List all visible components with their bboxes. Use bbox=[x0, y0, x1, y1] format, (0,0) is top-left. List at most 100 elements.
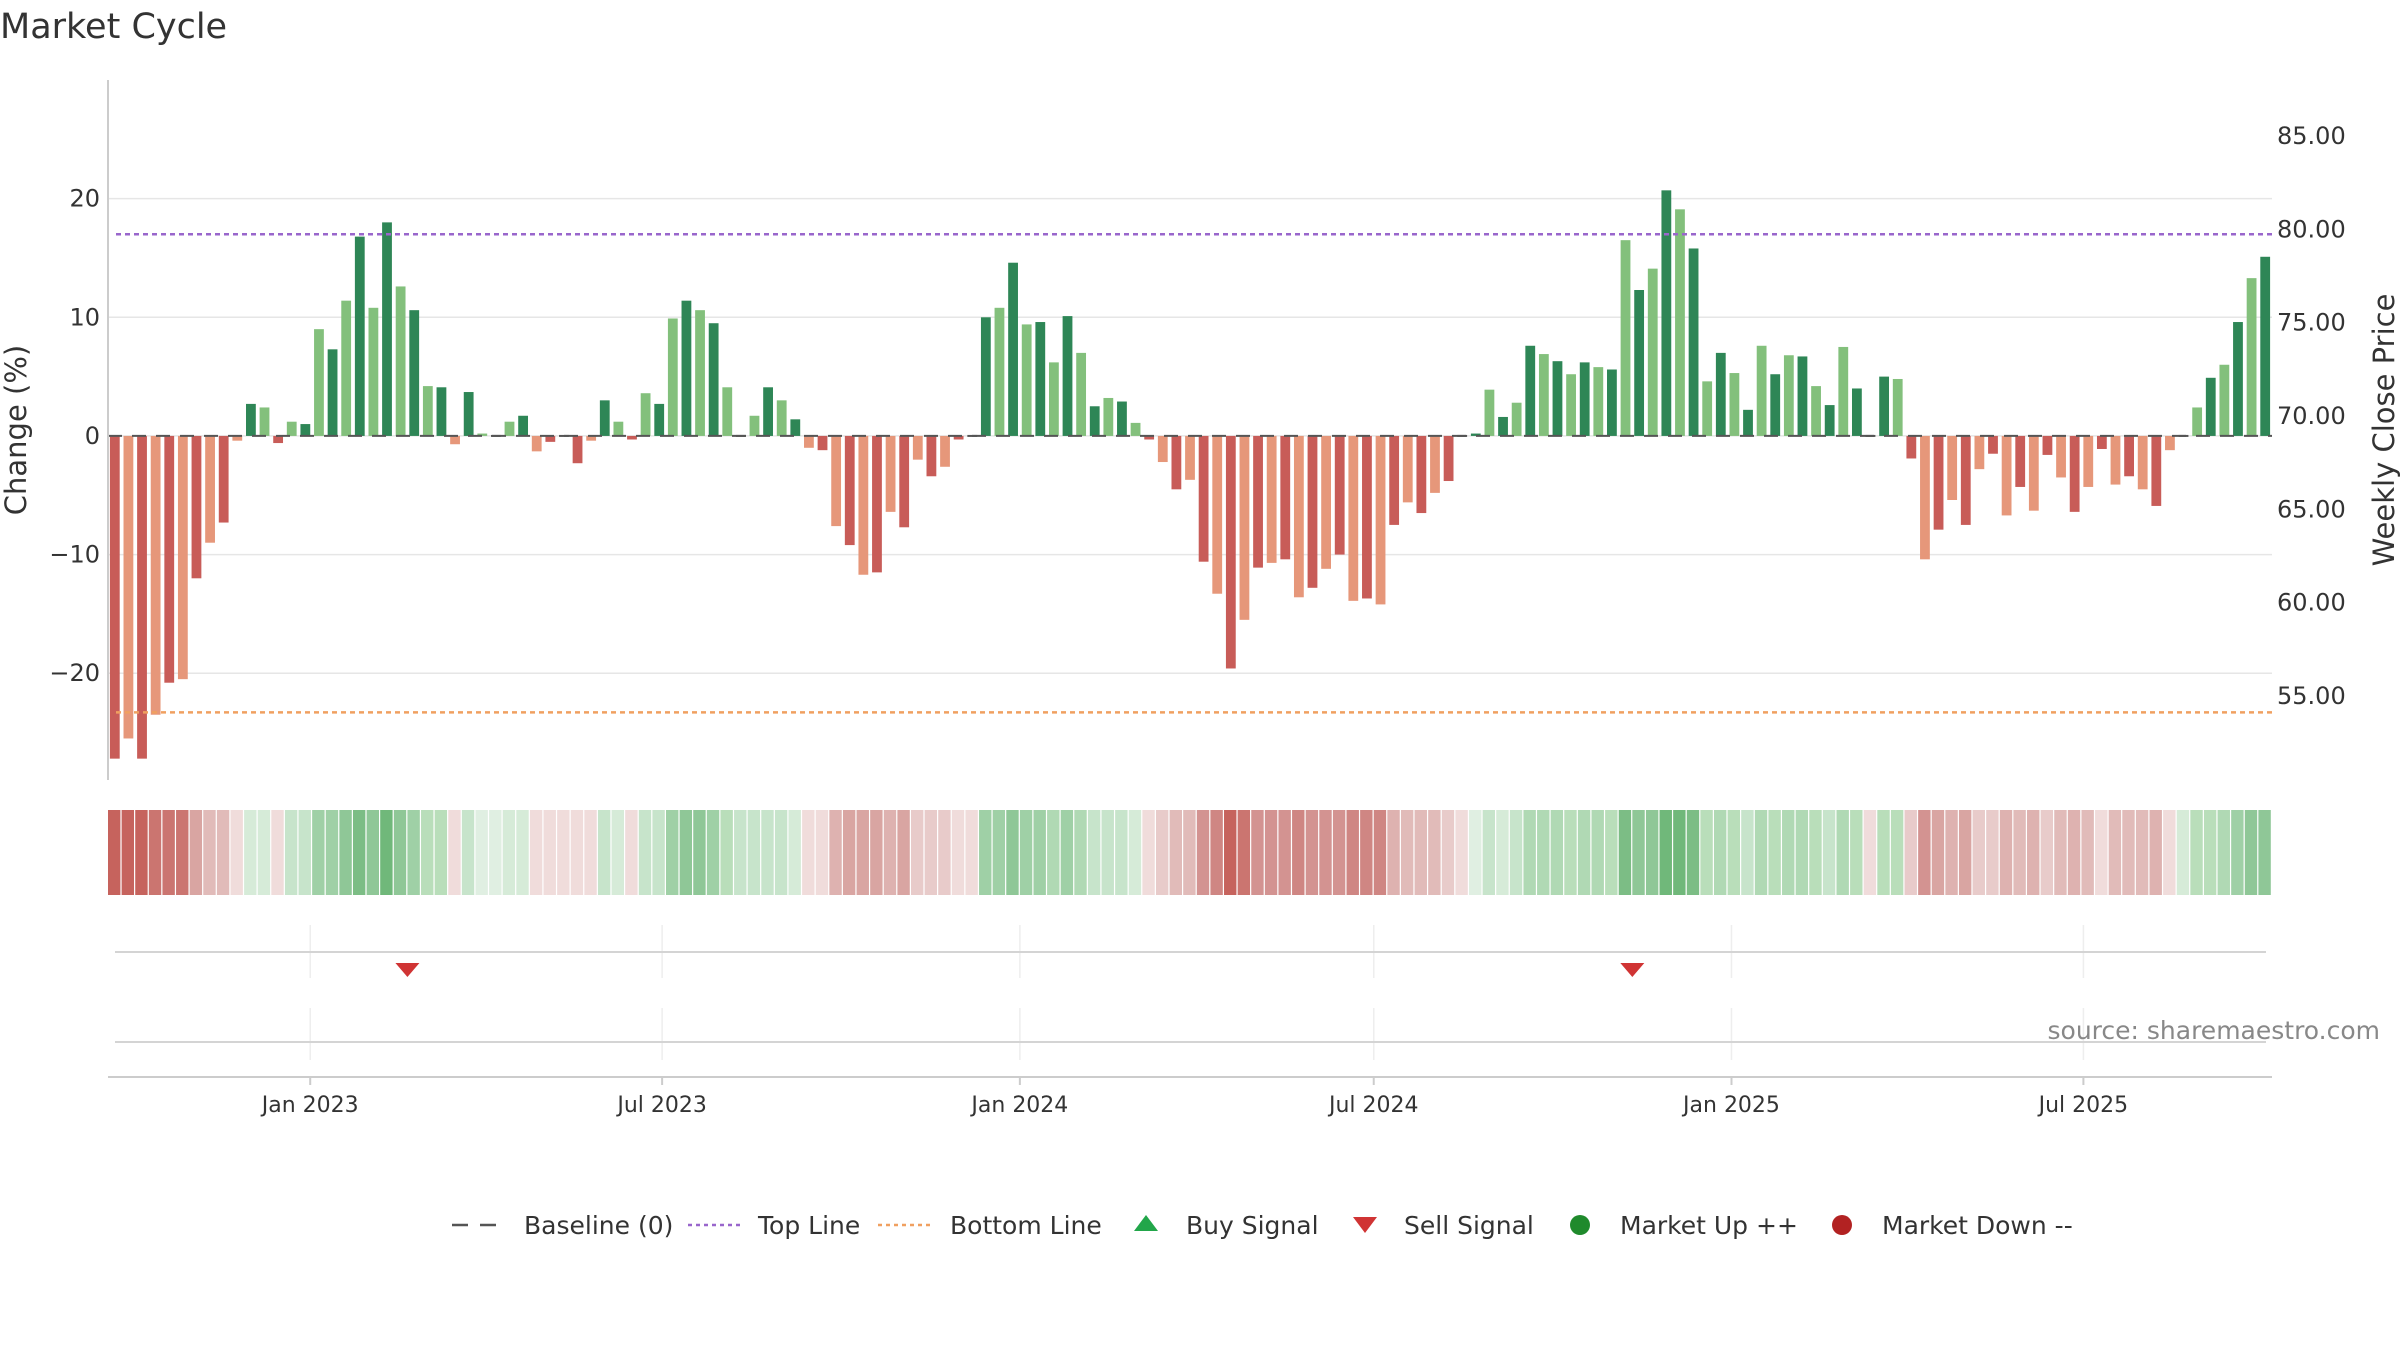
heatmap-cell bbox=[856, 810, 869, 895]
bar bbox=[613, 421, 624, 436]
bar bbox=[1511, 402, 1522, 436]
heatmap-cell bbox=[1292, 810, 1305, 895]
heatmap-cell bbox=[638, 810, 652, 895]
bar bbox=[1756, 345, 1767, 436]
heatmap-cell bbox=[2095, 810, 2108, 895]
bar bbox=[722, 387, 733, 436]
left-tick-label: −10 bbox=[49, 541, 100, 569]
legend-item-down: Market Down -- bbox=[1832, 1211, 2073, 1240]
heatmap-cell bbox=[720, 810, 733, 895]
bar bbox=[2083, 435, 2094, 487]
bar bbox=[2110, 435, 2121, 485]
heatmap-cell bbox=[1346, 810, 1359, 895]
bar bbox=[1892, 378, 1903, 436]
red-down-triangle-icon bbox=[1353, 1217, 1377, 1233]
heatmap-cell bbox=[421, 810, 434, 895]
heatmap-cell bbox=[2244, 810, 2258, 895]
heatmap-cell bbox=[788, 810, 801, 895]
left-axis-title: Change (%) bbox=[0, 345, 33, 515]
legend-label: Buy Signal bbox=[1186, 1211, 1319, 1240]
bar bbox=[518, 415, 529, 436]
bar bbox=[1538, 354, 1549, 436]
heatmap-cell bbox=[1958, 810, 1972, 895]
heatmap-cell bbox=[1033, 810, 1046, 895]
heatmap-cell bbox=[1469, 810, 1482, 895]
bar bbox=[109, 435, 120, 759]
heatmap-cell bbox=[1360, 810, 1373, 895]
heatmap-cell bbox=[747, 810, 761, 895]
legend-label: Sell Signal bbox=[1404, 1211, 1534, 1240]
heatmap-cell bbox=[2040, 810, 2054, 895]
heatmap-cell bbox=[1006, 810, 1019, 895]
heatmap-cell bbox=[951, 810, 965, 895]
heatmap-cell bbox=[1496, 810, 1509, 895]
bar bbox=[1824, 405, 1835, 436]
bar bbox=[2165, 435, 2175, 451]
bar bbox=[477, 433, 488, 436]
bar bbox=[790, 419, 801, 436]
bar bbox=[872, 435, 882, 573]
bar bbox=[885, 435, 896, 512]
bar bbox=[749, 415, 760, 436]
bar bbox=[1879, 376, 1890, 436]
heatmap-cell bbox=[1155, 810, 1169, 895]
bar bbox=[926, 435, 937, 477]
heatmap-cell bbox=[584, 810, 597, 895]
heatmap-cell bbox=[1795, 810, 1809, 895]
bar bbox=[627, 435, 637, 440]
bar bbox=[1974, 435, 1985, 470]
bar bbox=[994, 307, 1005, 436]
bar bbox=[205, 435, 215, 543]
legend-item-sell: Sell Signal bbox=[1353, 1211, 1534, 1240]
heatmap-cell bbox=[1019, 810, 1033, 895]
heatmap-cell bbox=[1400, 810, 1414, 895]
heatmap-cell bbox=[434, 810, 448, 895]
x-tick-label: Jul 2024 bbox=[1327, 1093, 1419, 1118]
heatmap-cell bbox=[2163, 810, 2176, 895]
heatmap-cell bbox=[1999, 810, 2013, 895]
x-tick-label: Jan 2024 bbox=[969, 1093, 1068, 1118]
heatmap-cell bbox=[1782, 810, 1795, 895]
legend: Baseline (0) Top Line Bottom Line Buy Signa… bbox=[452, 1211, 2073, 1240]
heatmap-cell bbox=[979, 810, 992, 895]
left-tick-label: 0 bbox=[85, 422, 100, 450]
bar bbox=[314, 329, 324, 436]
heatmap-cell bbox=[706, 810, 720, 895]
bar bbox=[2042, 435, 2053, 455]
bar bbox=[1239, 435, 1250, 620]
heatmap-cell bbox=[1414, 810, 1427, 895]
bar bbox=[177, 435, 188, 680]
bar bbox=[409, 310, 420, 436]
legend-label: Bottom Line bbox=[950, 1211, 1102, 1240]
bar bbox=[2096, 435, 2107, 449]
bar bbox=[1362, 435, 1372, 599]
heatmap-cell bbox=[312, 810, 325, 895]
bar bbox=[599, 400, 610, 436]
heatmap-cell bbox=[1509, 810, 1523, 895]
bar bbox=[1647, 268, 1658, 436]
bar bbox=[1729, 373, 1740, 436]
green-circle-icon bbox=[1570, 1215, 1590, 1235]
bar bbox=[1266, 435, 1277, 563]
right-tick-label: 75.00 bbox=[2277, 309, 2346, 337]
legend-item-baseline: Baseline (0) bbox=[452, 1211, 673, 1240]
bar bbox=[1920, 435, 1930, 560]
bar bbox=[504, 421, 515, 436]
heatmap-cell bbox=[352, 810, 366, 895]
x-tick-label: Jan 2025 bbox=[1681, 1093, 1780, 1118]
bar bbox=[1008, 262, 1018, 436]
bar bbox=[2137, 435, 2148, 490]
heatmap-cell bbox=[2217, 810, 2230, 895]
legend-item-up: Market Up ++ bbox=[1570, 1211, 1798, 1240]
bar bbox=[1607, 369, 1617, 436]
bar bbox=[191, 435, 202, 579]
bar bbox=[1048, 362, 1059, 436]
bar bbox=[1988, 435, 1998, 454]
heatmap-cell bbox=[475, 810, 488, 895]
bar bbox=[2015, 435, 2026, 487]
heatmap-cell bbox=[1482, 810, 1496, 895]
bar bbox=[1157, 435, 1168, 463]
bar bbox=[1715, 352, 1726, 436]
bar bbox=[1253, 435, 1263, 568]
heatmap-cell bbox=[325, 810, 339, 895]
